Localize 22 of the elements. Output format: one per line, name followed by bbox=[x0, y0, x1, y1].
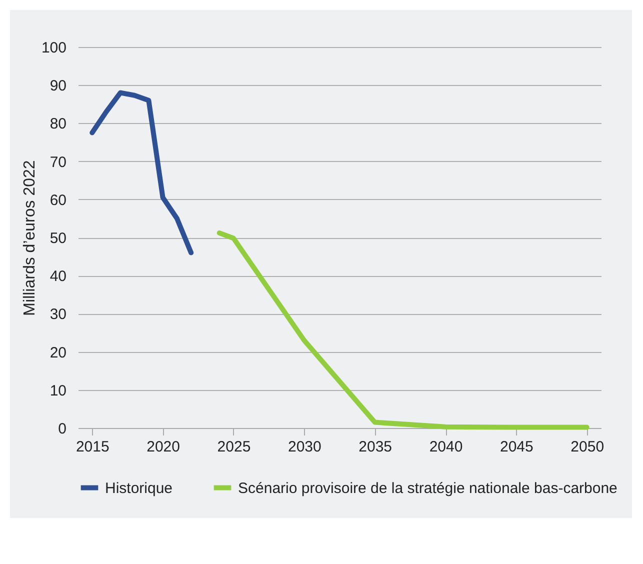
y-tick-label: 80 bbox=[50, 116, 66, 133]
y-tick-label: 50 bbox=[50, 230, 66, 247]
y-tick-label: 0 bbox=[58, 420, 66, 438]
x-tick-label: 2030 bbox=[288, 438, 322, 456]
y-tick-label: 60 bbox=[50, 192, 66, 209]
y-tick-label: 90 bbox=[50, 78, 66, 95]
x-tick-label: 2020 bbox=[146, 438, 180, 456]
y-tick-label: 30 bbox=[50, 306, 66, 324]
legend-label: Historique bbox=[105, 480, 173, 497]
x-tick-label: 2040 bbox=[429, 438, 463, 456]
y-tick-label: 10 bbox=[50, 382, 66, 400]
x-tick-label: 2050 bbox=[570, 438, 604, 456]
x-tick-label: 2045 bbox=[500, 438, 534, 456]
y-tick-label: 20 bbox=[50, 344, 66, 362]
y-tick-label: 40 bbox=[50, 268, 66, 286]
x-tick-label: 2035 bbox=[358, 438, 392, 456]
legend-label: Scénario provisoire de la stratégie nationale bas-carbone bbox=[238, 480, 618, 497]
y-axis-title: Milliards d’euros 2022 bbox=[21, 160, 38, 316]
x-tick-label: 2015 bbox=[76, 438, 110, 456]
y-tick-label: 100 bbox=[41, 40, 66, 56]
y-tick-label: 70 bbox=[50, 154, 66, 171]
x-tick-label: 2025 bbox=[217, 438, 251, 456]
